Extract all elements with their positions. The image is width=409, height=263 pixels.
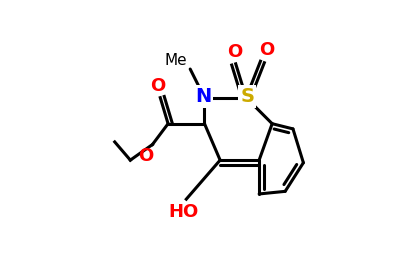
Text: O: O <box>150 77 165 95</box>
Text: Me: Me <box>165 53 188 68</box>
Text: S: S <box>240 87 254 106</box>
Text: O: O <box>259 41 274 59</box>
Text: O: O <box>227 43 242 61</box>
Text: O: O <box>138 147 153 165</box>
Text: HO: HO <box>169 203 199 221</box>
Text: N: N <box>195 87 211 106</box>
